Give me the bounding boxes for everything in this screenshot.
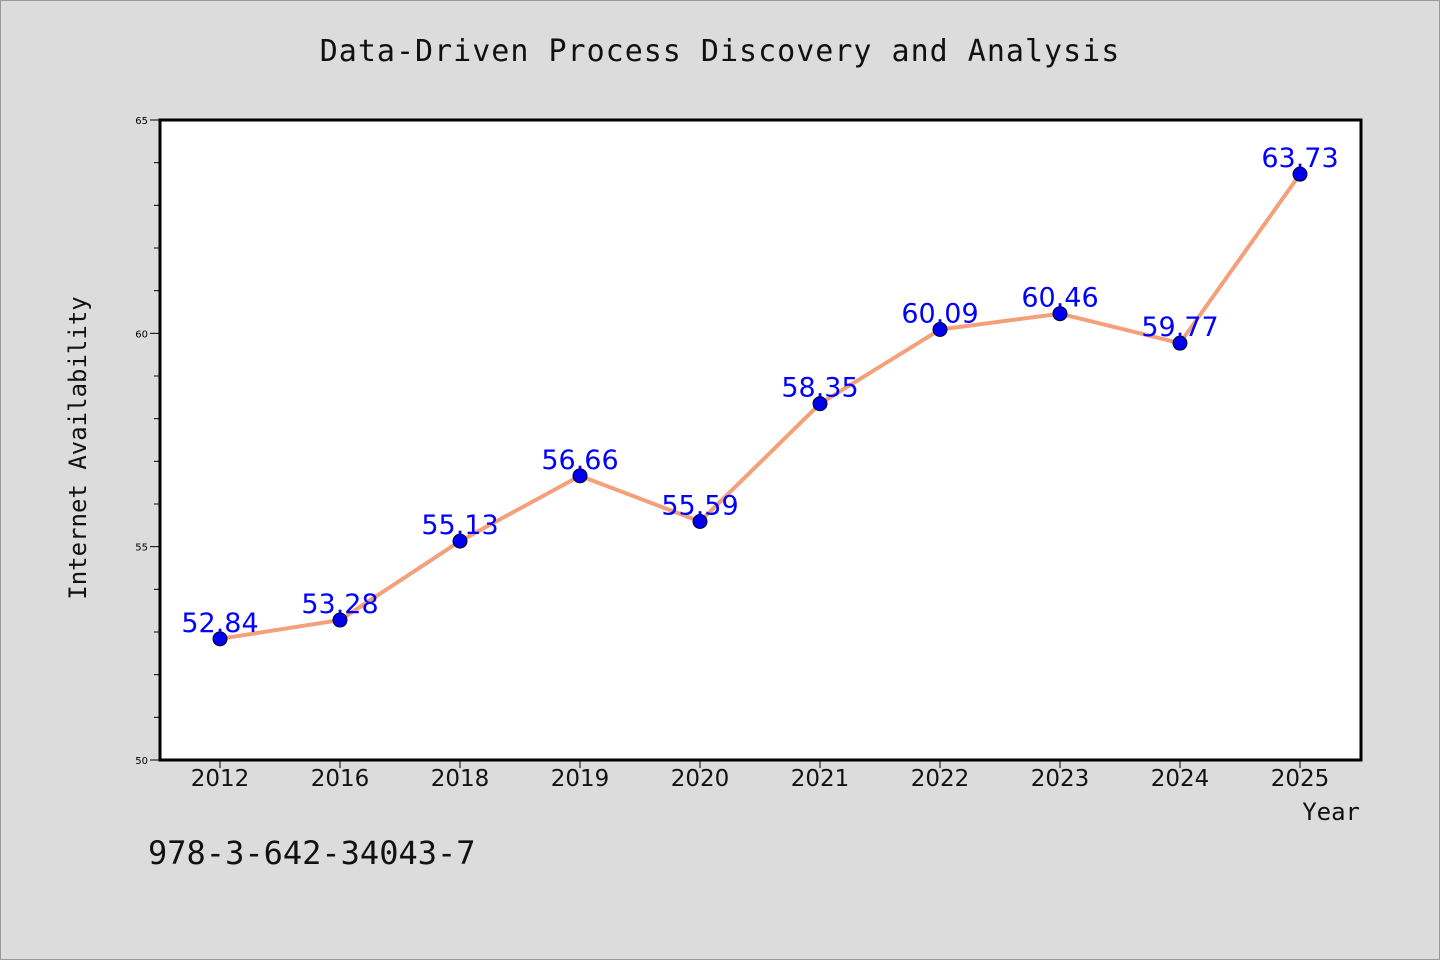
data-point — [212, 631, 228, 647]
x-tick-label: 2019 — [551, 766, 610, 792]
x-tick-label: 2023 — [1031, 766, 1090, 792]
data-label: 53.28 — [301, 589, 378, 620]
x-tick-label: 2012 — [191, 766, 250, 792]
data-labels: 52.84 53.28 55.13 56.66 55.59 58.35 60.09 60.46… — [181, 143, 1338, 639]
plot-border — [158, 118, 1363, 762]
y-tick-label: 50 — [135, 756, 148, 767]
x-tick-label: 2018 — [431, 766, 490, 792]
data-label: 60.46 — [1021, 283, 1098, 314]
x-axis-label: Year — [1302, 798, 1360, 826]
x-tick-label: 2016 — [311, 766, 370, 792]
chart-title: Data-Driven Process Discovery and Analys… — [319, 34, 1121, 69]
data-point — [812, 396, 828, 412]
plot-area — [160, 120, 1361, 760]
x-tick-label: 2020 — [671, 766, 730, 792]
x-tick-label: 2025 — [1271, 766, 1330, 792]
x-axis: 2012 2016 2018 2019 2020 2021 2022 2023 2024 2025 — [191, 760, 1330, 792]
data-label: 60.09 — [901, 298, 978, 329]
data-label: 55.59 — [661, 490, 738, 521]
data-point — [572, 468, 588, 484]
data-label: 58.35 — [781, 373, 858, 404]
data-label: 63.73 — [1261, 143, 1338, 174]
data-point — [1052, 306, 1068, 322]
x-tick-label: 2022 — [911, 766, 970, 792]
x-tick-label: 2021 — [791, 766, 850, 792]
data-point — [1172, 335, 1188, 351]
data-label: 52.84 — [181, 608, 258, 639]
y-tick-label: 65 — [135, 116, 148, 127]
isbn-text: 978-3-642-34043-7 — [148, 834, 476, 872]
y-tick-label: 55 — [135, 543, 148, 554]
y-tick-label: 60 — [135, 329, 148, 340]
data-label: 56.66 — [541, 445, 618, 476]
x-tick-label: 2024 — [1151, 766, 1210, 792]
data-point — [452, 533, 468, 549]
data-point — [932, 321, 948, 337]
series-line-group — [218, 172, 1302, 641]
data-label: 59.77 — [1141, 312, 1218, 343]
data-point — [332, 612, 348, 628]
data-label: 55.13 — [421, 510, 498, 541]
y-axis: 50 55 60 65 — [135, 116, 160, 767]
y-axis-label: Internet Availability — [64, 296, 92, 599]
data-markers — [212, 166, 1308, 647]
series-line — [218, 172, 1302, 641]
data-point — [1292, 166, 1308, 182]
data-point — [692, 513, 708, 529]
